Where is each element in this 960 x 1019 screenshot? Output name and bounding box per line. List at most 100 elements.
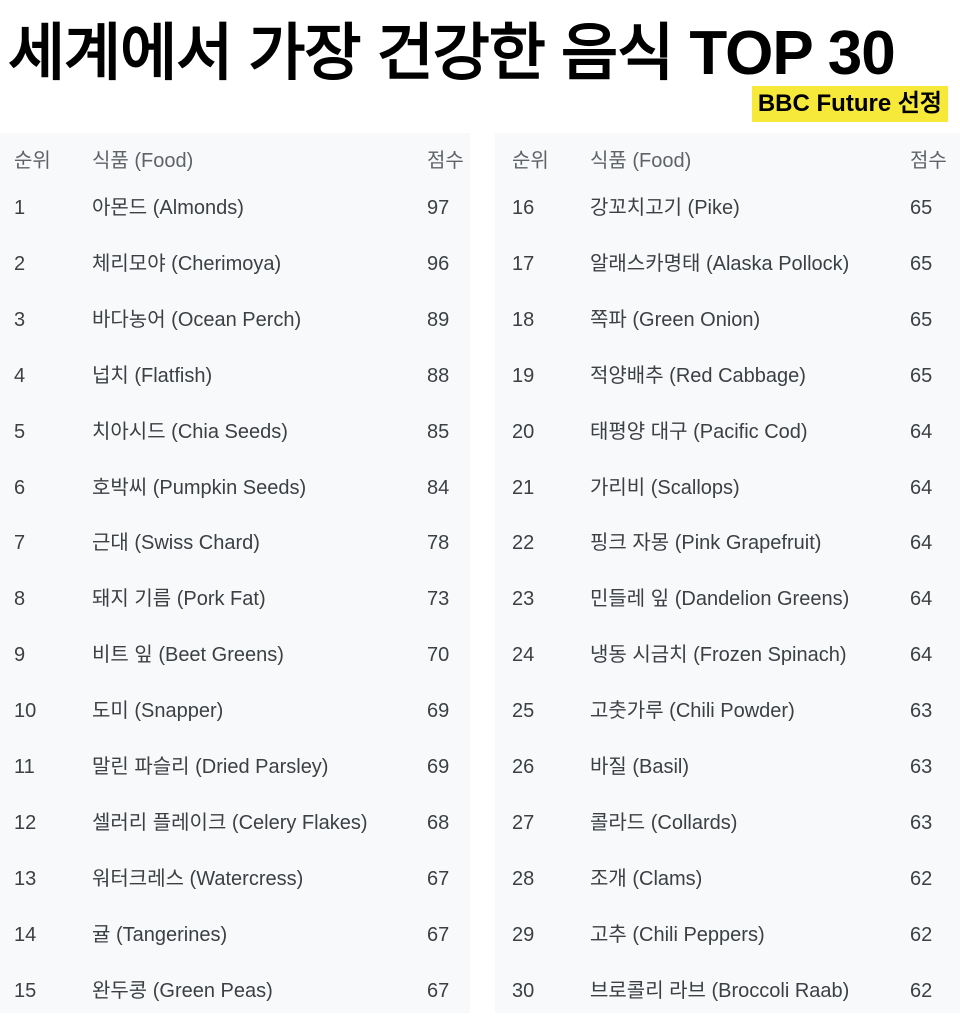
rank-cell: 11 xyxy=(14,756,35,778)
score-cell: 73 xyxy=(427,588,450,611)
table-row: 21 가리비 (Scallops) 64 xyxy=(495,460,960,516)
rank-cell: 24 xyxy=(512,644,535,667)
food-cell: 넙치 (Flatfish) xyxy=(92,364,213,387)
table-row: 24 냉동 시금치 (Frozen Spinach) 64 xyxy=(495,627,960,683)
score-cell: 64 xyxy=(910,588,933,611)
food-cell: 바질 (Basil) xyxy=(590,756,690,778)
table-row: 22 핑크 자몽 (Pink Grapefruit) 64 xyxy=(495,515,960,571)
rank-cell: 25 xyxy=(512,700,535,723)
rank-cell: 29 xyxy=(512,923,535,946)
score-cell: 63 xyxy=(910,811,933,834)
score-cell: 68 xyxy=(427,811,450,834)
rank-cell: 26 xyxy=(512,756,535,778)
score-cell: 67 xyxy=(427,979,450,1002)
rank-cell: 12 xyxy=(14,811,37,834)
rank-cell: 8 xyxy=(14,588,26,611)
score-cell: 65 xyxy=(910,197,933,219)
score-cell: 63 xyxy=(910,700,933,723)
table-row: 13 워터크레스 (Watercress) 67 xyxy=(0,851,470,907)
header-rank: 순위 xyxy=(512,150,549,172)
food-cell: 호박씨 (Pumpkin Seeds) xyxy=(92,476,307,499)
rank-cell: 30 xyxy=(512,979,535,1002)
rank-cell: 22 xyxy=(512,532,535,555)
food-cell: 쪽파 (Green Onion) xyxy=(590,308,761,331)
score-cell: 69 xyxy=(427,756,450,778)
header-score: 점수 xyxy=(427,150,464,172)
food-cell: 핑크 자몽 (Pink Grapefruit) xyxy=(590,532,822,555)
food-cell: 콜라드 (Collards) xyxy=(590,811,738,834)
rank-cell: 19 xyxy=(512,364,535,387)
food-cell: 조개 (Clams) xyxy=(590,867,703,890)
table-row: 29 고추 (Chili Peppers) 62 xyxy=(495,907,960,963)
food-cell: 알래스카명태 (Alaska Pollock) xyxy=(590,252,850,275)
food-cell: 바다농어 (Ocean Perch) xyxy=(92,308,302,331)
score-cell: 62 xyxy=(910,923,933,946)
score-cell: 64 xyxy=(910,532,933,555)
food-cell: 고추 (Chili Peppers) xyxy=(590,923,765,946)
table-row: 20 태평양 대구 (Pacific Cod) 64 xyxy=(495,404,960,460)
table-row: 28 조개 (Clams) 62 xyxy=(495,851,960,907)
score-cell: 67 xyxy=(427,923,450,946)
rank-cell: 1 xyxy=(14,197,26,219)
table-row: 7 근대 (Swiss Chard) 78 xyxy=(0,515,470,571)
table-row: 2 체리모야 (Cherimoya) 96 xyxy=(0,236,470,292)
food-cell: 아몬드 (Almonds) xyxy=(92,197,244,219)
rank-cell: 10 xyxy=(14,700,37,723)
food-cell: 돼지 기름 (Pork Fat) xyxy=(92,588,266,611)
ranking-table-left: 순위 식품 (Food) 점수 1 아몬드 (Almonds) 97 2 체리모야 (Cher… xyxy=(0,133,470,1013)
table-header: 순위 식품 (Food) 점수 xyxy=(0,133,470,189)
food-cell: 브로콜리 라브 (Broccoli Raab) xyxy=(590,979,850,1002)
rank-cell: 7 xyxy=(14,532,26,555)
score-cell: 64 xyxy=(910,420,933,443)
table-row: 14 귤 (Tangerines) 67 xyxy=(0,907,470,963)
score-cell: 62 xyxy=(910,979,933,1002)
rank-cell: 27 xyxy=(512,811,535,834)
food-cell: 비트 잎 (Beet Greens) xyxy=(92,644,284,667)
food-cell: 완두콩 (Green Peas) xyxy=(92,979,273,1002)
header-score: 점수 xyxy=(910,150,947,172)
table-row: 26 바질 (Basil) 63 xyxy=(495,739,960,795)
table-row: 30 브로콜리 라브 (Broccoli Raab) 62 xyxy=(495,963,960,1019)
table-row: 8 돼지 기름 (Pork Fat) 73 xyxy=(0,571,470,627)
score-cell: 65 xyxy=(910,364,933,387)
rank-cell: 18 xyxy=(512,308,535,331)
rank-cell: 17 xyxy=(512,252,535,275)
rank-cell: 3 xyxy=(14,308,26,331)
table-row: 27 콜라드 (Collards) 63 xyxy=(495,795,960,851)
rank-cell: 14 xyxy=(14,923,37,946)
rank-cell: 23 xyxy=(512,588,535,611)
table-row: 9 비트 잎 (Beet Greens) 70 xyxy=(0,627,470,683)
score-cell: 64 xyxy=(910,476,933,499)
food-cell: 근대 (Swiss Chard) xyxy=(92,532,260,555)
rank-cell: 6 xyxy=(14,476,26,499)
table-row: 25 고춧가루 (Chili Powder) 63 xyxy=(495,683,960,739)
food-cell: 체리모야 (Cherimoya) xyxy=(92,252,282,275)
rank-cell: 4 xyxy=(14,364,26,387)
score-cell: 97 xyxy=(427,197,450,219)
score-cell: 69 xyxy=(427,700,450,723)
score-cell: 88 xyxy=(427,364,450,387)
table-row: 23 민들레 잎 (Dandelion Greens) 64 xyxy=(495,571,960,627)
rank-cell: 21 xyxy=(512,476,535,499)
rank-cell: 13 xyxy=(14,867,37,890)
score-cell: 89 xyxy=(427,308,450,331)
table-row: 6 호박씨 (Pumpkin Seeds) 84 xyxy=(0,460,470,516)
table-row: 1 아몬드 (Almonds) 97 xyxy=(0,180,470,236)
food-cell: 귤 (Tangerines) xyxy=(92,923,228,946)
score-cell: 84 xyxy=(427,476,450,499)
food-cell: 치아시드 (Chia Seeds) xyxy=(92,420,288,443)
page-title: 세계에서 가장 건강한 음식 TOP 30 xyxy=(8,19,896,88)
food-cell: 가리비 (Scallops) xyxy=(590,476,740,499)
rank-cell: 5 xyxy=(14,420,26,443)
table-row: 15 완두콩 (Green Peas) 67 xyxy=(0,963,470,1019)
score-cell: 62 xyxy=(910,867,933,890)
rank-cell: 9 xyxy=(14,644,26,667)
score-cell: 67 xyxy=(427,867,450,890)
food-cell: 셀러리 플레이크 (Celery Flakes) xyxy=(92,811,368,834)
table-row: 10 도미 (Snapper) 69 xyxy=(0,683,470,739)
food-cell: 고춧가루 (Chili Powder) xyxy=(590,700,795,723)
rank-cell: 2 xyxy=(14,252,26,275)
food-cell: 민들레 잎 (Dandelion Greens) xyxy=(590,588,850,611)
table-row: 19 적양배추 (Red Cabbage) 65 xyxy=(495,348,960,404)
table-header: 순위 식품 (Food) 점수 xyxy=(495,133,960,189)
